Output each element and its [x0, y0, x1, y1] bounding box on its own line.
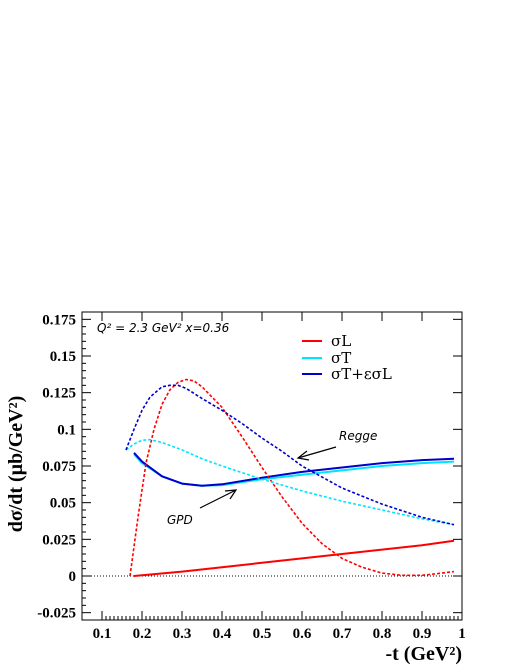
legend-label-sigma-t-eps-sigma-l: σT+εσL: [331, 365, 392, 383]
series-regge-3: [129, 378, 455, 577]
axis-ticks: 0.1 0.2 0.3 0.4 0.5 0.6 0.7 0.8 0.9 1 -0.025 0 0.025…: [37, 312, 466, 642]
x-tick-label: 0.3: [173, 626, 192, 642]
y-axis-title: dσ/dt (μb/GeV²): [5, 396, 27, 533]
x-tick-label: 0.8: [373, 626, 392, 642]
legend: σL σT σT+εσL: [302, 332, 392, 383]
series-regge-4: [125, 438, 455, 526]
legend-label-sigma-l: σL: [331, 332, 351, 350]
x-tick-label: 0.9: [413, 626, 432, 642]
x-tick-label: 0.6: [293, 626, 312, 642]
curves: [125, 378, 455, 577]
series-gpd-2: [133, 452, 455, 487]
x-tick-label: 0.4: [213, 626, 232, 642]
x-tick-label: 0.1: [93, 626, 112, 642]
x-tick-label: 0.5: [253, 626, 272, 642]
y-tick-label: 0.175: [42, 312, 76, 328]
y-tick-label: 0.025: [42, 532, 76, 548]
kinematics-annotation: Q² = 2.3 GeV² x=0.36: [97, 321, 230, 335]
regge-arrow: [296, 446, 337, 461]
gpd-label: GPD: [167, 513, 193, 527]
series-regge-5: [125, 384, 455, 526]
y-tick-label: 0.1: [57, 422, 76, 438]
series-gpd-1: [133, 453, 455, 487]
y-tick-label: 0.075: [42, 459, 76, 475]
y-tick-label: 0.15: [50, 349, 76, 365]
series-gpd-0: [133, 539, 455, 577]
x-tick-label: 0.7: [333, 626, 352, 642]
x-tick-label: 1: [458, 626, 466, 642]
y-tick-label: 0.125: [42, 386, 76, 402]
y-tick-label: -0.025: [37, 606, 76, 622]
gpd-arrow: [199, 489, 238, 509]
regge-label: Regge: [339, 429, 377, 443]
x-axis-title: -t (GeV²): [385, 643, 462, 665]
y-tick-label: 0.05: [50, 496, 76, 512]
y-tick-label: 0: [69, 569, 77, 585]
plot-frame: [81, 311, 463, 621]
x-tick-label: 0.2: [133, 626, 152, 642]
legend-label-sigma-t: σT: [331, 349, 351, 367]
